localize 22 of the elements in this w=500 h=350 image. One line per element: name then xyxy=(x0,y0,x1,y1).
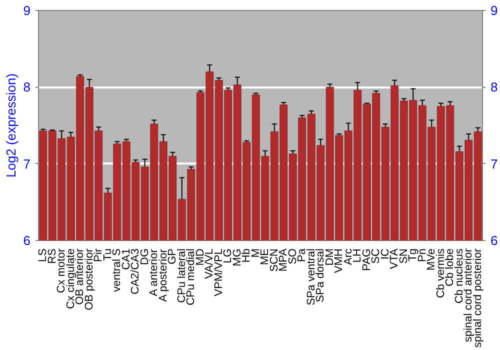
x-tick-label: A posterior xyxy=(157,248,170,302)
x-tick-label: IC xyxy=(379,248,392,260)
y2-tick-label: 8 xyxy=(490,80,498,95)
x-tick-label: MVe xyxy=(426,248,438,271)
x-tick-label: Tg xyxy=(407,248,420,262)
y-tick-label: 7 xyxy=(23,156,31,172)
x-tick-label: RS xyxy=(46,248,58,264)
x-tick-label: DG xyxy=(138,248,151,265)
x-tick-label: SCN xyxy=(268,248,280,272)
y2-tick-label: 7 xyxy=(490,156,498,172)
x-tick-label: Pa xyxy=(296,248,308,262)
y-axis-title: Log2 (expression) xyxy=(3,73,18,178)
y-tick-label: 8 xyxy=(23,80,31,95)
y-tick-label: 6 xyxy=(23,233,31,248)
y2-tick-label: 9 xyxy=(490,3,498,18)
y2-tick-label: 6 xyxy=(490,233,498,248)
x-tick-label: CPu medial xyxy=(185,248,198,306)
x-tick-label: SO xyxy=(286,248,299,264)
x-tick-label: GP xyxy=(166,248,179,264)
y-tick-label: 9 xyxy=(23,3,31,18)
x-tick-label: SN xyxy=(398,248,410,264)
x-tick-label: Pir xyxy=(92,248,105,262)
